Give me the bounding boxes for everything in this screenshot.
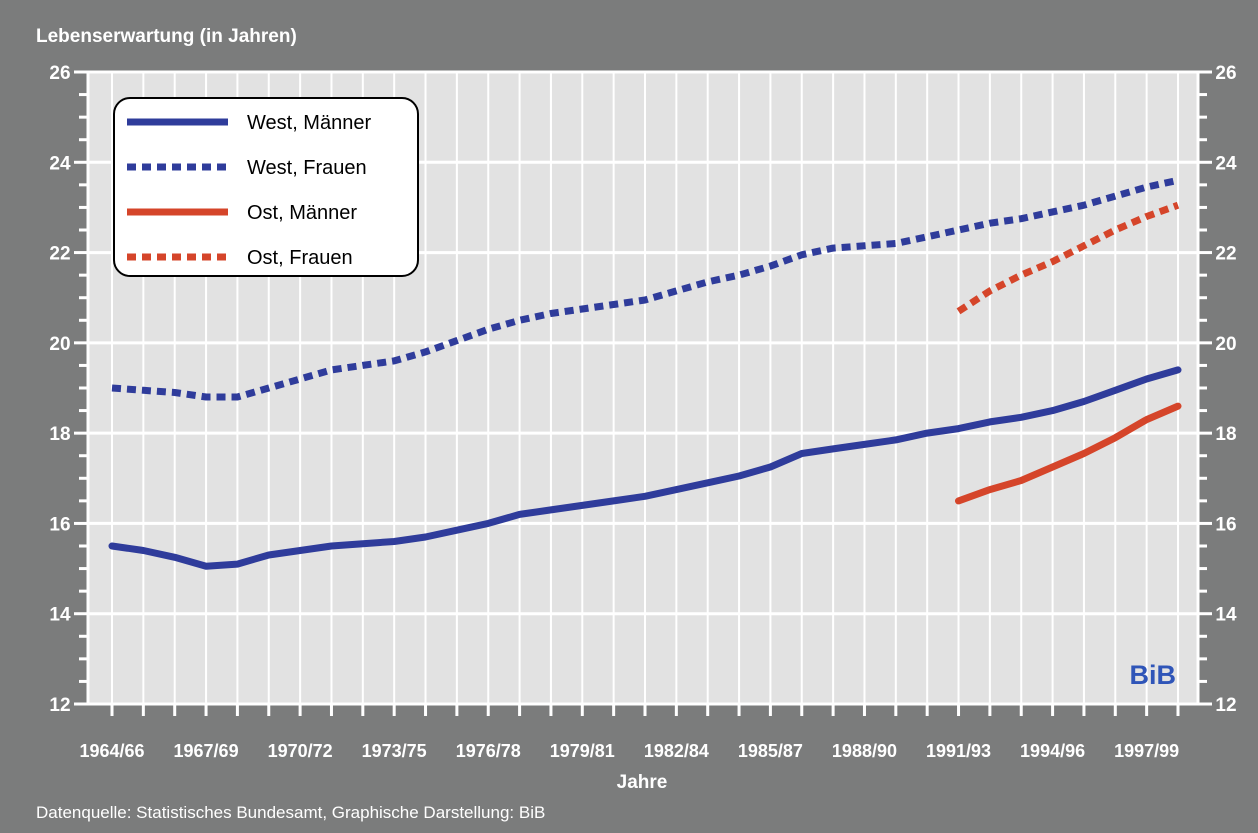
tick-labels: 12 12 14 14 16 16 18 18 20 20 22 22 24 24 26 26 1964/66 1… — [49, 63, 1237, 761]
x-axis-label: Jahre — [617, 772, 668, 793]
x-tick-label: 1994/96 — [1020, 741, 1085, 761]
y-tick-label-left: 26 — [49, 63, 70, 84]
x-tick-label: 1973/75 — [362, 741, 427, 761]
y-tick-label-left: 24 — [49, 153, 71, 174]
x-tick-label: 1982/84 — [644, 741, 709, 761]
y-tick-label-left: 20 — [49, 334, 70, 355]
y-tick-label-right: 24 — [1215, 153, 1237, 174]
y-tick-label-right: 20 — [1215, 334, 1236, 355]
y-tick-label-right: 26 — [1215, 63, 1236, 84]
y-tick-label-left: 12 — [49, 695, 70, 716]
legend-box — [113, 97, 419, 277]
bib-logo: BiB — [1130, 660, 1177, 690]
legend-label: West, Frauen — [247, 157, 367, 179]
x-tick-label: 1967/69 — [174, 741, 239, 761]
legend-label: West, Männer — [247, 112, 371, 134]
x-tick-label: 1991/93 — [926, 741, 991, 761]
y-tick-label-right: 12 — [1215, 695, 1236, 716]
y-tick-label-left: 16 — [49, 514, 70, 535]
series-line-0 — [108, 366, 1182, 570]
x-tick-label: 1988/90 — [832, 741, 897, 761]
y-tick-label-left: 22 — [49, 244, 70, 265]
x-tick-label: 1997/99 — [1114, 741, 1179, 761]
x-tick-label: 1985/87 — [738, 741, 803, 761]
legend-label: Ost, Frauen — [247, 247, 353, 269]
y-tick-label-right: 14 — [1215, 605, 1237, 626]
y-tick-label-right: 16 — [1215, 514, 1236, 535]
series-lines — [108, 176, 1182, 570]
source-note: Datenquelle: Statistisches Bundesamt, Gr… — [36, 803, 545, 822]
y-tick-label-right: 22 — [1215, 244, 1236, 265]
y-tick-label-left: 14 — [49, 605, 71, 626]
y-tick-label-left: 18 — [49, 424, 70, 445]
legend-label: Ost, Männer — [247, 202, 357, 224]
x-tick-label: 1964/66 — [79, 741, 144, 761]
series-line-1 — [111, 176, 1179, 401]
x-tick-label: 1976/78 — [456, 741, 521, 761]
series-line-3 — [956, 201, 1180, 315]
legend-items: West, Männer West, Frauen Ost, Männer Ost, … — [127, 112, 371, 269]
y-tick-label-right: 18 — [1215, 424, 1236, 445]
series-line-2 — [955, 402, 1182, 505]
axis-ticks — [74, 70, 1212, 716]
chart-title: Lebenserwartung (in Jahren) — [36, 26, 297, 47]
legend: West, Männer West, Frauen Ost, Männer Ost, … — [113, 97, 419, 277]
x-tick-label: 1979/81 — [550, 741, 615, 761]
x-tick-label: 1970/72 — [268, 741, 333, 761]
